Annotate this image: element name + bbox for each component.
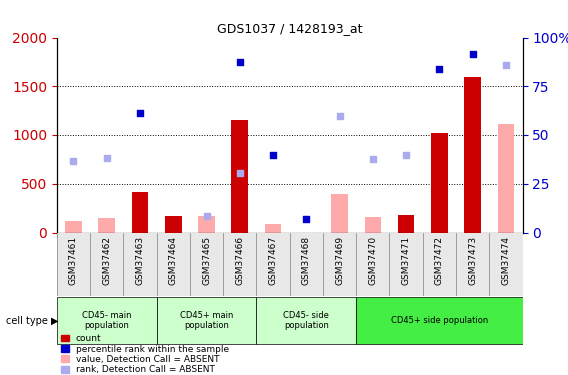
Bar (398, 215, 415, 232)
Bar (390, 232, 423, 296)
Point (235, 59, 244, 65)
Bar (290, 232, 323, 296)
Title: GDS1037 / 1428193_at: GDS1037 / 1428193_at (217, 22, 362, 35)
Point (235, 170, 244, 176)
Point (135, 110, 144, 116)
Text: GSM37469: GSM37469 (335, 236, 344, 285)
Bar (423, 232, 456, 296)
Bar (498, 124, 514, 232)
Point (102, 155, 111, 161)
Bar (165, 216, 182, 232)
Bar (123, 232, 157, 296)
FancyBboxPatch shape (356, 297, 523, 344)
Legend: count, percentile rank within the sample, value, Detection Call = ABSENT, rank, : count, percentile rank within the sample… (61, 334, 229, 374)
Text: GSM37464: GSM37464 (169, 236, 178, 285)
Point (335, 112, 344, 118)
Bar (456, 232, 489, 296)
Text: CD45- side
population: CD45- side population (283, 311, 329, 330)
Text: GSM37463: GSM37463 (136, 236, 144, 285)
Text: GSM37474: GSM37474 (502, 236, 511, 285)
Bar (356, 232, 390, 296)
Bar (489, 232, 523, 296)
Text: CD45+ side population: CD45+ side population (391, 316, 488, 325)
Point (402, 153, 411, 159)
Bar (331, 194, 348, 232)
Bar (98, 218, 115, 232)
Text: ▶: ▶ (51, 316, 59, 326)
Bar (431, 133, 448, 232)
Bar (231, 224, 248, 232)
Bar (265, 224, 281, 232)
Text: CD45- main
population: CD45- main population (82, 311, 131, 330)
Bar (256, 232, 290, 296)
Bar (323, 232, 356, 296)
Point (202, 213, 211, 219)
Bar (65, 221, 82, 232)
Point (69, 158, 78, 164)
FancyBboxPatch shape (157, 297, 256, 344)
Text: cell type: cell type (6, 316, 48, 326)
Bar (157, 232, 190, 296)
Text: GSM37461: GSM37461 (69, 236, 78, 285)
Text: GSM37466: GSM37466 (235, 236, 244, 285)
Bar (365, 217, 381, 232)
Point (502, 62, 511, 68)
Bar (90, 232, 123, 296)
FancyBboxPatch shape (256, 297, 356, 344)
Text: GSM37462: GSM37462 (102, 236, 111, 285)
Text: GSM37470: GSM37470 (369, 236, 377, 285)
Point (468, 51, 477, 57)
Text: GSM37465: GSM37465 (202, 236, 211, 285)
Text: CD45+ main
population: CD45+ main population (180, 311, 233, 330)
Point (302, 216, 311, 222)
Text: GSM37473: GSM37473 (468, 236, 477, 285)
Bar (198, 216, 215, 232)
Bar (132, 192, 148, 232)
Bar (464, 78, 481, 232)
Point (269, 153, 278, 159)
FancyBboxPatch shape (57, 297, 157, 344)
Text: GSM37472: GSM37472 (435, 236, 444, 285)
Bar (231, 120, 248, 232)
Text: GSM37471: GSM37471 (402, 236, 411, 285)
Bar (223, 232, 256, 296)
Text: GSM37468: GSM37468 (302, 236, 311, 285)
Text: GSM37467: GSM37467 (269, 236, 278, 285)
Point (435, 66, 444, 72)
Bar (190, 232, 223, 296)
Bar (57, 232, 90, 296)
Point (368, 156, 377, 162)
